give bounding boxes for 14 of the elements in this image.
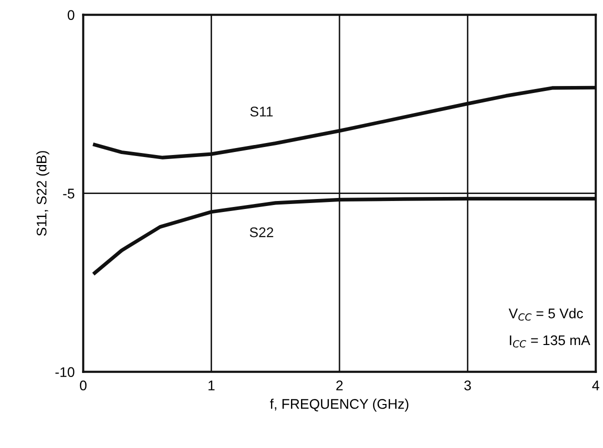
x-tick-label: 0 xyxy=(80,380,87,390)
y-tick-label: -10 xyxy=(55,367,74,378)
x-tick-label: 3 xyxy=(464,380,471,390)
y-axis-title: S11, S22 (dB) xyxy=(36,151,50,236)
x-tick-label: 2 xyxy=(336,380,343,390)
annotation: V$_{CC}$ = 5 Vdc xyxy=(508,308,583,321)
x-axis-title: f, FREQUENCY (GHz) xyxy=(270,398,408,412)
series-label: S22 xyxy=(250,227,274,238)
y-tick-label: 0 xyxy=(68,10,74,20)
series-label: S11 xyxy=(250,106,273,116)
y-tick-label: -5 xyxy=(63,188,74,198)
x-tick-label: 1 xyxy=(208,380,215,390)
annotation: I$_{CC}$ = 135 mA xyxy=(510,335,590,348)
x-tick-label: 4 xyxy=(592,380,600,390)
